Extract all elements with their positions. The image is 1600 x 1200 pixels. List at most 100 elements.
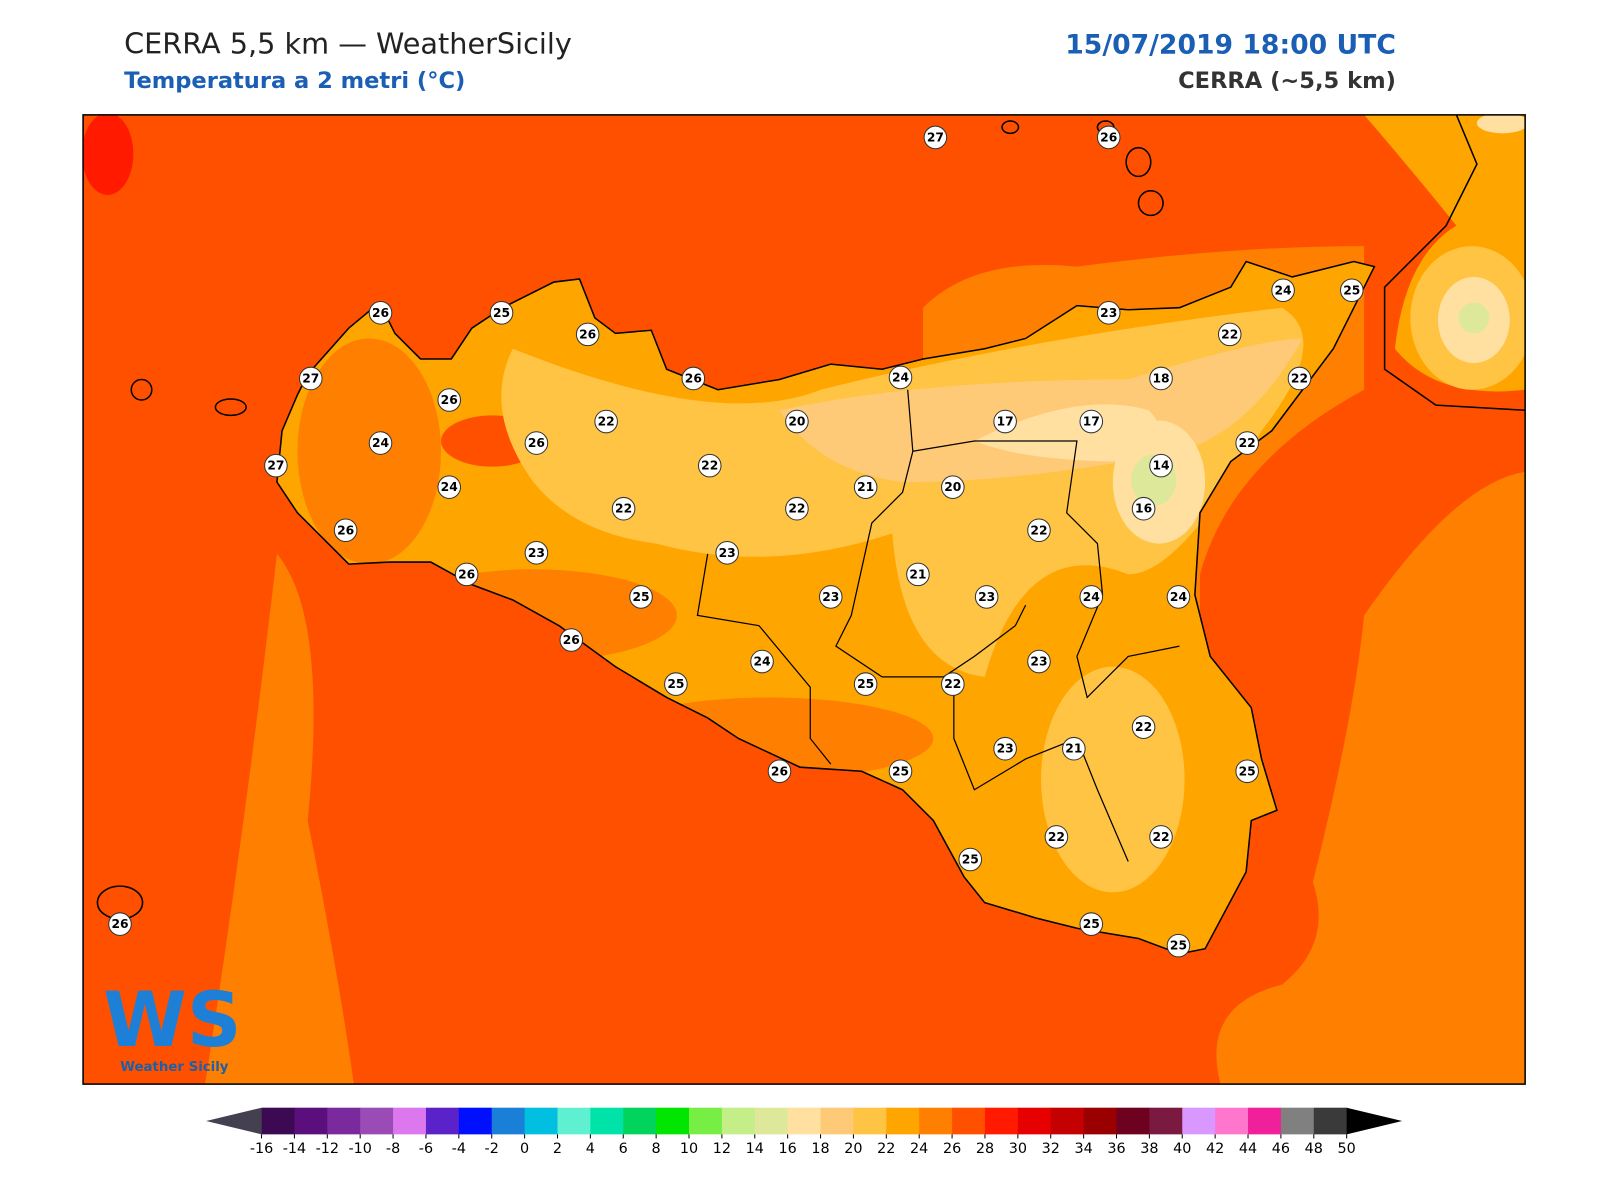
station-marker bbox=[715, 541, 739, 565]
station-value: 23 bbox=[528, 546, 545, 560]
colorbar-tick-label: -14 bbox=[283, 1141, 306, 1157]
subtitle: Temperatura a 2 metri (°C) bbox=[124, 68, 465, 94]
station-marker bbox=[333, 518, 358, 543]
stations: 27 26 26 25 26 27 26 26 24 23 24 25 22 18 22 24 26 22 20 17… bbox=[108, 125, 1364, 958]
station-value: 25 bbox=[1239, 764, 1256, 778]
station-value: 21 bbox=[909, 567, 926, 581]
colorbar-tick-label: 32 bbox=[1042, 1141, 1060, 1157]
station-value: 23 bbox=[719, 546, 736, 560]
colorbar-bin bbox=[952, 1107, 986, 1135]
station-marker bbox=[1235, 759, 1259, 784]
station-value: 26 bbox=[337, 523, 354, 537]
colorbar: -16 -14 -12 -10 -8 -6 -4 -2 0 2 4 6 8 10 12 14 16 18 20 22 2… bbox=[206, 1107, 1403, 1157]
station-value: 25 bbox=[1083, 917, 1100, 931]
station-value: 25 bbox=[493, 306, 510, 320]
logo-name: Weather Sicily bbox=[120, 1060, 229, 1075]
station-marker bbox=[1096, 125, 1121, 150]
station-value: 26 bbox=[563, 633, 580, 647]
colorbar-bin bbox=[294, 1107, 328, 1135]
colorbar-bin bbox=[458, 1107, 493, 1135]
station-value: 21 bbox=[857, 480, 874, 494]
colorbar-bin bbox=[1182, 1107, 1216, 1135]
station-value: 27 bbox=[927, 130, 944, 144]
colorbar-tick-label: 50 bbox=[1338, 1141, 1356, 1157]
station-value: 14 bbox=[1152, 459, 1169, 473]
station-value: 26 bbox=[372, 306, 389, 320]
colorbar-bin bbox=[360, 1107, 394, 1135]
station-value: 20 bbox=[788, 415, 805, 429]
colorbar-bin bbox=[984, 1107, 1019, 1135]
station-marker bbox=[368, 301, 393, 325]
station-marker bbox=[1131, 496, 1156, 521]
station-marker bbox=[1044, 825, 1069, 849]
model: CERRA (~5,5 km) bbox=[1178, 68, 1396, 94]
station-marker bbox=[785, 409, 809, 434]
colorbar-tick-label: 30 bbox=[1009, 1141, 1027, 1157]
station-marker bbox=[888, 759, 913, 784]
station-value: 27 bbox=[302, 371, 319, 385]
colorbar-over bbox=[1346, 1107, 1403, 1135]
station-value: 22 bbox=[1291, 371, 1308, 385]
station-value: 24 bbox=[1275, 283, 1292, 297]
colorbar-tick-label: 20 bbox=[844, 1141, 862, 1157]
station-value: 22 bbox=[615, 502, 632, 516]
station-marker bbox=[437, 388, 462, 412]
colorbar-tick-label: 6 bbox=[619, 1141, 628, 1157]
station-marker bbox=[681, 366, 706, 391]
colorbar-bin bbox=[327, 1107, 361, 1135]
colorbar-bin bbox=[1050, 1107, 1085, 1135]
colorbar-bin bbox=[557, 1107, 591, 1135]
station-marker bbox=[559, 628, 584, 652]
colorbar-tick-label: 38 bbox=[1140, 1141, 1158, 1157]
colorbar-bin bbox=[1083, 1107, 1118, 1135]
station-value: 18 bbox=[1152, 371, 1169, 385]
datetime: 15/07/2019 18:00 UTC bbox=[1065, 29, 1396, 60]
station-marker bbox=[993, 409, 1017, 434]
station-value: 23 bbox=[822, 590, 839, 604]
station-value: 22 bbox=[1239, 436, 1256, 450]
station-marker bbox=[611, 496, 636, 521]
colorbar-bin bbox=[919, 1107, 953, 1135]
station-marker bbox=[108, 912, 132, 936]
station-value: 23 bbox=[1030, 655, 1047, 669]
station-marker bbox=[664, 672, 688, 696]
station-marker bbox=[1096, 301, 1121, 325]
station-marker bbox=[853, 475, 878, 499]
station-value: 22 bbox=[788, 502, 805, 516]
station-value: 22 bbox=[701, 459, 718, 473]
station-marker bbox=[264, 453, 288, 478]
station-value: 20 bbox=[944, 480, 961, 494]
station-value: 25 bbox=[632, 590, 649, 604]
colorbar-bin bbox=[623, 1107, 657, 1135]
station-marker bbox=[906, 562, 930, 587]
colorbar-tick-label: 28 bbox=[976, 1141, 994, 1157]
station-marker bbox=[1149, 825, 1173, 849]
map: WS Weather Sicily 27 26 26 25 26 27 26 26 24 23 24… bbox=[83, 114, 1526, 1085]
station-value: 22 bbox=[1152, 830, 1169, 844]
station-value: 17 bbox=[1083, 415, 1100, 429]
colorbar-bin bbox=[590, 1107, 624, 1135]
station-marker bbox=[888, 365, 913, 390]
station-value: 26 bbox=[771, 764, 788, 778]
colorbar-tick-label: 8 bbox=[652, 1141, 661, 1157]
station-value: 23 bbox=[1100, 306, 1117, 320]
colorbar-tick-label: 4 bbox=[586, 1141, 595, 1157]
colorbar-tick-label: -2 bbox=[485, 1141, 499, 1157]
colorbar-bin bbox=[1248, 1107, 1282, 1135]
station-value: 22 bbox=[1030, 523, 1047, 537]
station-value: 26 bbox=[1100, 130, 1117, 144]
station-value: 16 bbox=[1135, 502, 1152, 516]
station-value: 25 bbox=[962, 852, 979, 866]
colorbar-bin bbox=[787, 1107, 822, 1135]
station-marker bbox=[298, 366, 323, 391]
station-marker bbox=[785, 496, 809, 521]
colorbar-tick-label: 22 bbox=[877, 1141, 895, 1157]
colorbar-tick-label: -8 bbox=[386, 1141, 400, 1157]
colorbar-tick-label: 10 bbox=[680, 1141, 698, 1157]
colorbar-bin bbox=[1017, 1107, 1052, 1135]
station-value: 21 bbox=[1065, 742, 1082, 756]
colorbar-tick-label: 14 bbox=[746, 1141, 764, 1157]
station-value: 24 bbox=[1170, 590, 1187, 604]
colorbar-tick-label: 2 bbox=[553, 1141, 562, 1157]
station-marker bbox=[1217, 322, 1242, 347]
